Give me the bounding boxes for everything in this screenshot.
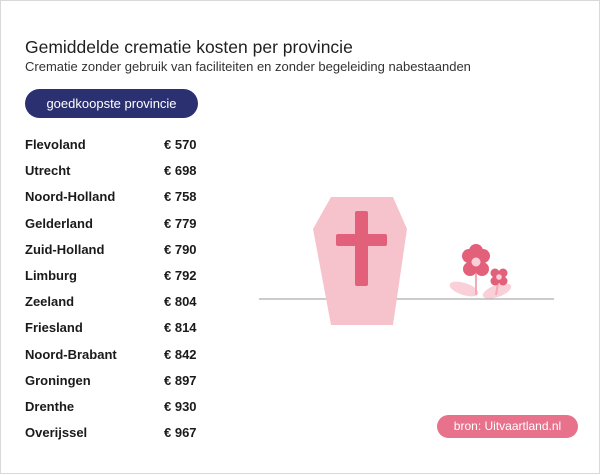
list-item: Gelderland € 779 <box>25 212 205 238</box>
province-price: € 814 <box>164 320 197 336</box>
source-badge[interactable]: bron: Uitvaartland.nl <box>437 415 578 438</box>
province-price: € 842 <box>164 346 197 362</box>
page-subtitle: Crematie zonder gebruik van faciliteiten… <box>25 59 471 74</box>
list-item: Utrecht € 698 <box>25 159 205 185</box>
province-price: € 790 <box>164 241 197 257</box>
province-price: € 897 <box>164 372 197 388</box>
province-price: € 698 <box>164 163 197 179</box>
list-item: Noord-Holland € 758 <box>25 185 205 211</box>
province-price: € 930 <box>164 398 197 414</box>
list-item: Flevoland € 570 <box>25 133 205 159</box>
list-item: Zeeland € 804 <box>25 290 205 316</box>
list-item: Friesland € 814 <box>25 316 205 342</box>
province-price: € 792 <box>164 267 197 283</box>
province-price: € 804 <box>164 294 197 310</box>
list-item: Drenthe € 930 <box>25 395 205 421</box>
province-name: Gelderland <box>25 215 93 231</box>
province-name: Flevoland <box>25 137 86 152</box>
province-name: Groningen <box>25 372 91 388</box>
list-item: Noord-Brabant € 842 <box>25 343 205 369</box>
list-item: Zuid-Holland € 790 <box>25 238 205 264</box>
list-item: Limburg € 792 <box>25 264 205 290</box>
province-price: € 779 <box>164 215 197 231</box>
flowers-icon <box>449 244 512 299</box>
province-name: Noord-Holland <box>25 189 116 205</box>
funeral-illustration <box>259 197 554 325</box>
province-name: Overijssel <box>25 425 88 441</box>
province-price-list: Flevoland € 570 Utrecht € 698 Noord-Holl… <box>25 133 205 447</box>
list-item: Overijssel € 967 <box>25 421 205 447</box>
page-title: Gemiddelde crematie kosten per provincie <box>25 37 353 57</box>
list-item: Groningen € 897 <box>25 369 205 395</box>
cross-icon <box>336 211 387 286</box>
province-price: € 758 <box>164 189 197 205</box>
province-name: Drenthe <box>25 398 75 414</box>
province-name: Noord-Brabant <box>25 346 117 362</box>
sort-cheapest-button[interactable]: goedkoopste provincie <box>25 89 198 118</box>
province-name: Limburg <box>25 267 77 283</box>
province-name: Zeeland <box>25 294 75 310</box>
province-price: € 967 <box>164 425 197 441</box>
province-price: € 570 <box>164 137 197 152</box>
province-name: Utrecht <box>25 163 71 179</box>
province-name: Friesland <box>25 320 83 336</box>
province-name: Zuid-Holland <box>25 241 105 257</box>
